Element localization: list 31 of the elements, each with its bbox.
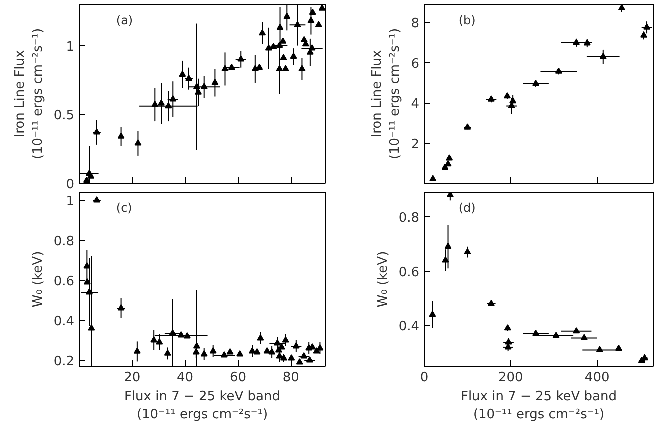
y-axis-title: Iron Line Flux (10⁻¹¹ ergs cm⁻²s⁻¹) bbox=[12, 28, 46, 160]
y-tick-label: 0 bbox=[66, 178, 75, 192]
y-tick-label: 1 bbox=[66, 40, 75, 55]
y-tick-label: 2 bbox=[411, 137, 420, 152]
annotation: (a) bbox=[116, 14, 134, 28]
x-tick-label: 400 bbox=[584, 370, 610, 386]
y-tick-label: 0.6 bbox=[54, 274, 75, 290]
x-tick-label: 60 bbox=[230, 370, 246, 386]
annotation: (d) bbox=[458, 201, 476, 216]
y-tick-label: 0.4 bbox=[398, 320, 420, 335]
y-axis-title: W₀ (keV) bbox=[30, 251, 46, 308]
x-tick-label: 40 bbox=[177, 370, 194, 386]
annotation: (b) bbox=[458, 14, 476, 28]
annotation: (c) bbox=[116, 201, 132, 216]
y-tick-label: 1 bbox=[66, 194, 75, 210]
y-tick-label: 0.8 bbox=[54, 234, 75, 250]
x-tick-label: 20 bbox=[124, 370, 141, 386]
y-tick-label: 0.2 bbox=[54, 354, 75, 370]
y-axis-title: Iron Line Flux (10⁻¹¹ ergs cm⁻²s⁻¹) bbox=[370, 28, 404, 160]
y-tick-label: 0.5 bbox=[54, 108, 75, 124]
x-tick-label: 80 bbox=[282, 370, 300, 386]
y-tick-label: 0.8 bbox=[398, 210, 420, 226]
y-tick-label: 8 bbox=[411, 16, 420, 32]
y-tick-label: 6 bbox=[411, 56, 420, 72]
y-tick-label: 0.6 bbox=[398, 265, 420, 280]
x-axis-title: Flux in 7 − 25 keV band (10⁻¹¹ ergs cm⁻²s⁻¹) bbox=[460, 390, 618, 422]
y-axis-title: W₀ (keV) bbox=[376, 251, 391, 308]
y-tick-label: 4 bbox=[411, 97, 420, 112]
x-axis-title: Flux in 7 − 25 keV band (10⁻¹¹ ergs cm⁻²s⁻¹) bbox=[124, 390, 281, 422]
x-tick-label: 200 bbox=[498, 370, 524, 386]
y-tick-label: 0.4 bbox=[54, 314, 75, 330]
